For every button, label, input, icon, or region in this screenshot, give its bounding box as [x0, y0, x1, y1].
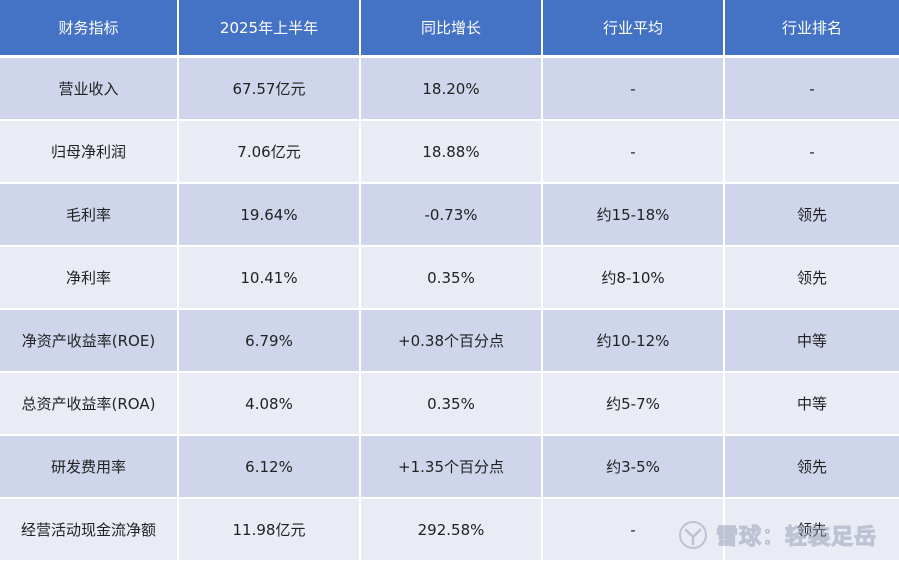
cell-industry-avg: -: [543, 121, 725, 184]
cell-rank: 领先: [725, 184, 899, 247]
cell-growth: -0.73%: [361, 184, 543, 247]
cell-metric: 净资产收益率(ROE): [0, 310, 179, 373]
cell-growth: +1.35个百分点: [361, 436, 543, 499]
table-header: 财务指标 2025年上半年 同比增长 行业平均 行业排名: [0, 0, 899, 58]
table-body: 营业收入 67.57亿元 18.20% - - 归母净利润 7.06亿元 18.…: [0, 58, 899, 562]
table-row: 净利率 10.41% 0.35% 约8-10% 领先: [0, 247, 899, 310]
cell-rank: 领先: [725, 436, 899, 499]
table-row: 经营活动现金流净额 11.98亿元 292.58% - 领先: [0, 499, 899, 562]
table-row: 毛利率 19.64% -0.73% 约15-18% 领先: [0, 184, 899, 247]
cell-industry-avg: -: [543, 499, 725, 562]
cell-value: 6.79%: [179, 310, 361, 373]
cell-value: 67.57亿元: [179, 58, 361, 121]
cell-value: 4.08%: [179, 373, 361, 436]
header-row: 财务指标 2025年上半年 同比增长 行业平均 行业排名: [0, 0, 899, 58]
table-row: 总资产收益率(ROA) 4.08% 0.35% 约5-7% 中等: [0, 373, 899, 436]
cell-metric: 经营活动现金流净额: [0, 499, 179, 562]
cell-growth: +0.38个百分点: [361, 310, 543, 373]
cell-rank: -: [725, 58, 899, 121]
cell-value: 19.64%: [179, 184, 361, 247]
header-industry-rank: 行业排名: [725, 0, 899, 58]
cell-growth: 0.35%: [361, 247, 543, 310]
cell-industry-avg: 约8-10%: [543, 247, 725, 310]
table-row: 归母净利润 7.06亿元 18.88% - -: [0, 121, 899, 184]
cell-industry-avg: 约5-7%: [543, 373, 725, 436]
cell-rank: 领先: [725, 499, 899, 562]
table-row: 净资产收益率(ROE) 6.79% +0.38个百分点 约10-12% 中等: [0, 310, 899, 373]
cell-rank: 领先: [725, 247, 899, 310]
header-metric: 财务指标: [0, 0, 179, 58]
cell-growth: 18.20%: [361, 58, 543, 121]
cell-metric: 净利率: [0, 247, 179, 310]
cell-growth: 292.58%: [361, 499, 543, 562]
cell-metric: 研发费用率: [0, 436, 179, 499]
cell-rank: -: [725, 121, 899, 184]
header-yoy-growth: 同比增长: [361, 0, 543, 58]
cell-industry-avg: 约3-5%: [543, 436, 725, 499]
cell-value: 11.98亿元: [179, 499, 361, 562]
table-row: 营业收入 67.57亿元 18.20% - -: [0, 58, 899, 121]
cell-industry-avg: 约15-18%: [543, 184, 725, 247]
cell-value: 10.41%: [179, 247, 361, 310]
header-industry-average: 行业平均: [543, 0, 725, 58]
cell-metric: 总资产收益率(ROA): [0, 373, 179, 436]
cell-metric: 营业收入: [0, 58, 179, 121]
cell-rank: 中等: [725, 310, 899, 373]
header-h1-2025: 2025年上半年: [179, 0, 361, 58]
cell-rank: 中等: [725, 373, 899, 436]
cell-metric: 归母净利润: [0, 121, 179, 184]
cell-metric: 毛利率: [0, 184, 179, 247]
table-row: 研发费用率 6.12% +1.35个百分点 约3-5% 领先: [0, 436, 899, 499]
cell-industry-avg: 约10-12%: [543, 310, 725, 373]
cell-growth: 18.88%: [361, 121, 543, 184]
cell-value: 6.12%: [179, 436, 361, 499]
cell-value: 7.06亿元: [179, 121, 361, 184]
cell-growth: 0.35%: [361, 373, 543, 436]
cell-industry-avg: -: [543, 58, 725, 121]
